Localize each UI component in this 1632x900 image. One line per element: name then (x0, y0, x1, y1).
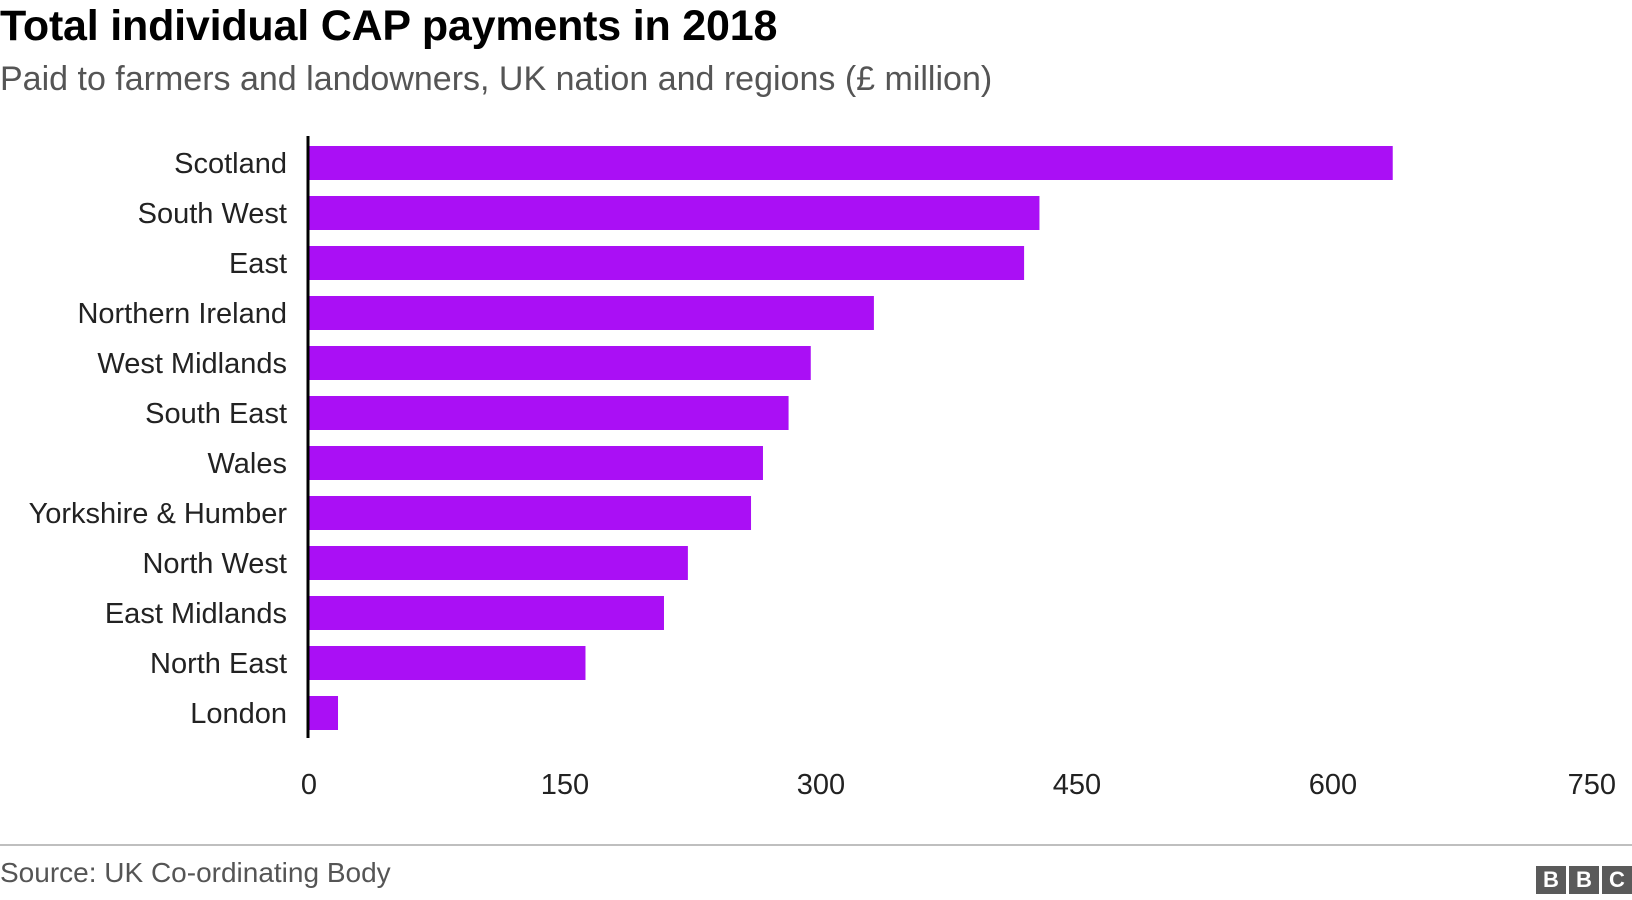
category-label: London (190, 698, 287, 730)
footer-divider (0, 844, 1632, 846)
category-label: South West (138, 198, 287, 230)
logo-letter: C (1602, 866, 1632, 894)
bar-east-midlands (309, 596, 664, 630)
x-tick-label: 0 (301, 769, 317, 801)
bar-northern-ireland (309, 296, 874, 330)
logo-letter: B (1569, 866, 1599, 894)
x-tick-label: 600 (1309, 769, 1357, 801)
bar-east (309, 246, 1025, 280)
bar-west-midlands (309, 346, 811, 380)
source-note: Source: UK Co-ordinating Body (0, 857, 391, 888)
category-label: West Midlands (97, 348, 287, 380)
category-label: North West (142, 548, 287, 580)
x-tick-label: 750 (1568, 769, 1616, 801)
bbc-logo: B B C (1536, 866, 1632, 894)
bar-scotland (309, 146, 1393, 180)
category-label: South East (145, 398, 287, 430)
bar-wales (309, 446, 763, 480)
category-label: East (229, 248, 287, 280)
x-tick-label: 300 (797, 769, 845, 801)
bar-south-east (309, 396, 789, 430)
chart-subtitle: Paid to farmers and landowners, UK natio… (0, 60, 993, 98)
x-tick-label: 150 (541, 769, 589, 801)
category-label: East Midlands (105, 598, 287, 630)
category-label: Yorkshire & Humber (29, 498, 288, 530)
x-tick-label: 450 (1053, 769, 1101, 801)
logo-letter: B (1536, 866, 1566, 894)
category-label: Wales (208, 448, 288, 480)
bar-yorkshire-humber (309, 496, 752, 530)
x-tick-labels-layer: 0 150 300 450 600 750 (301, 769, 1616, 801)
bar-london (309, 696, 339, 730)
bar-north-west (309, 546, 688, 580)
category-label: Northern Ireland (77, 298, 287, 330)
category-label: North East (150, 648, 287, 680)
chart-title: Total individual CAP payments in 2018 (0, 2, 778, 50)
bars-layer (309, 146, 1393, 730)
bar-south-west (309, 196, 1040, 230)
category-labels-layer: Scotland South West East Northern Ireland We… (29, 148, 288, 730)
bar-north-east (309, 646, 586, 680)
category-label: Scotland (174, 148, 287, 180)
